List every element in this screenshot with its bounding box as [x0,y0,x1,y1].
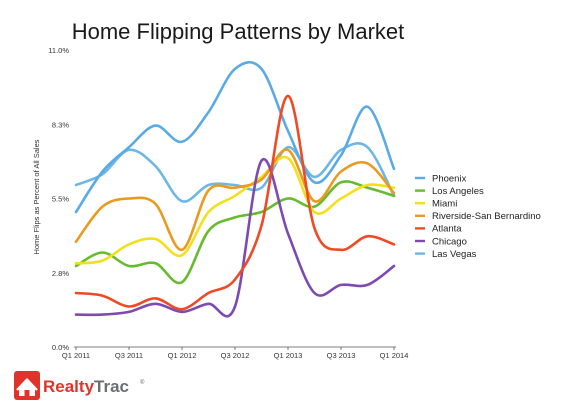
logo-word-trac: Trac [94,377,129,396]
series-line-phoenix [74,61,396,214]
series-line-miami [74,155,396,265]
chart-title: Home Flipping Patterns by Market [72,19,405,44]
y-tick-label: 11.0% [48,46,69,55]
legend-label-atlanta: Atlanta [432,224,462,235]
house-icon [14,371,40,400]
legend-label-chicago: Chicago [432,236,467,247]
y-tick-labels: 0.0% 2.8% 5.5% 8.3% 11.0% [48,46,69,352]
y-tick-label: 5.5% [52,195,69,204]
legend-label-las-vegas: Las Vegas [432,249,477,260]
series-line-los-angeles [74,180,396,285]
x-tick-label: Q1 2014 [380,351,409,360]
logo-word-realty: Realty [43,377,95,396]
x-tick-label: Q3 2012 [221,351,250,360]
x-tick-label: Q1 2013 [274,351,303,360]
legend-label-los-angeles: Los Angeles [432,186,484,197]
x-tick-label: Q1 2012 [168,351,197,360]
series-line-atlanta [74,94,396,311]
y-axis: Home Flips as Percent of All Sales 0.0% 2… [32,46,69,352]
series-line-las-vegas [74,142,396,203]
y-axis-label: Home Flips as Percent of All Sales [32,139,41,254]
legend-label-phoenix: Phoenix [432,173,467,184]
series-lines [74,61,396,318]
realtytrac-logo: RealtyTrac ® [14,371,145,400]
legend-label-miami: Miami [432,199,457,210]
logo-registered-mark: ® [140,379,145,386]
y-tick-label: 0.0% [52,343,69,352]
x-tick-label: Q3 2013 [327,351,356,360]
svg-text:RealtyTrac: RealtyTrac [43,377,129,396]
series-line-riverside-san-bernardino [74,148,396,252]
y-tick-label: 2.8% [52,269,69,278]
legend-label-riverside-san-bernardino: Riverside-San Bernardino [432,211,541,222]
x-tick-label: Q3 2011 [115,351,143,360]
x-tick-label: Q1 2011 [62,351,90,360]
x-axis: Q1 2011 Q3 2011 Q1 2012 Q3 2012 Q1 2013 Q3 20… [62,346,409,360]
y-tick-label: 8.3% [52,120,69,129]
